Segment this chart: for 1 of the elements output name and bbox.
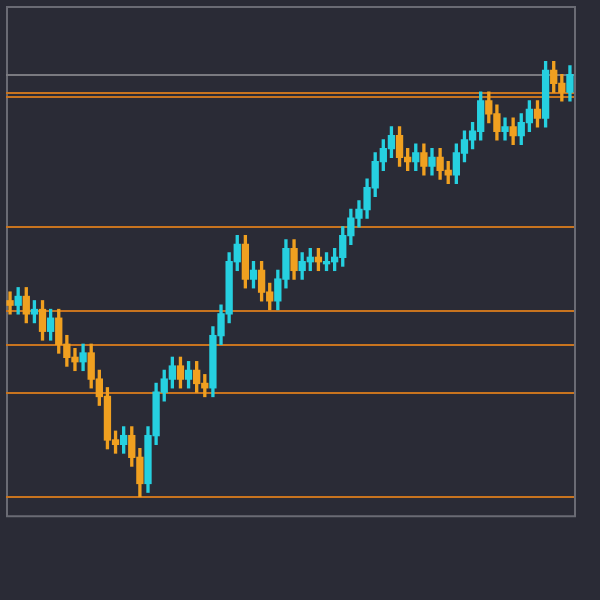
candlestick (6, 291, 14, 315)
